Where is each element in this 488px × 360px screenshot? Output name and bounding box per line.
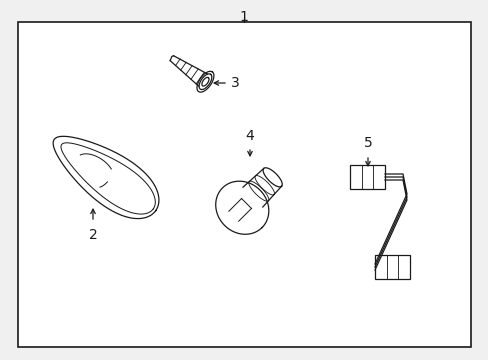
Text: 1: 1 xyxy=(239,10,248,24)
Text: 4: 4 xyxy=(245,129,254,143)
Text: 2: 2 xyxy=(88,228,97,242)
Text: 5: 5 xyxy=(363,136,372,150)
Text: 3: 3 xyxy=(230,76,239,90)
Bar xyxy=(349,165,384,189)
Bar xyxy=(374,255,409,279)
